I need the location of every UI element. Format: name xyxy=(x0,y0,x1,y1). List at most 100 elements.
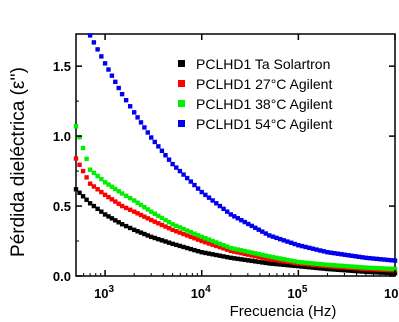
data-point xyxy=(166,226,172,231)
data-point xyxy=(285,257,290,263)
y-axis-title: Pérdida dieléctrica (ε'') xyxy=(8,67,29,257)
y-tick-label: 1.5 xyxy=(53,59,71,74)
data-point xyxy=(159,148,165,154)
data-point xyxy=(170,161,175,167)
data-point xyxy=(389,266,394,272)
data-point xyxy=(378,257,383,262)
data-point xyxy=(123,223,129,229)
data-point xyxy=(232,249,237,254)
data-point xyxy=(116,201,121,207)
data-point xyxy=(156,236,161,242)
data-point xyxy=(152,219,157,224)
data-point xyxy=(246,221,251,227)
data-point xyxy=(353,254,358,259)
data-point xyxy=(127,225,133,231)
x-tick-label: 106 xyxy=(384,284,399,301)
data-point xyxy=(246,258,251,263)
data-point xyxy=(188,234,194,240)
data-point xyxy=(116,189,121,194)
data-point xyxy=(296,259,301,265)
data-point xyxy=(310,246,316,251)
data-point xyxy=(288,263,294,268)
data-point xyxy=(145,130,150,135)
plot-frame xyxy=(75,33,396,277)
data-point xyxy=(127,104,133,109)
data-point xyxy=(184,233,190,238)
data-point xyxy=(99,54,104,59)
data-point xyxy=(242,248,248,254)
data-point xyxy=(385,270,390,276)
data-point xyxy=(228,255,234,261)
data-point xyxy=(299,264,305,269)
data-point xyxy=(232,256,237,261)
data-point xyxy=(199,238,204,244)
data-point xyxy=(106,194,111,200)
data-point xyxy=(332,267,337,272)
data-point xyxy=(260,255,265,260)
data-point xyxy=(217,241,223,247)
legend-marker xyxy=(178,120,185,127)
x-tick-label: 103 xyxy=(94,284,114,301)
data-point xyxy=(159,215,165,221)
data-point xyxy=(253,259,258,264)
data-point xyxy=(249,223,254,229)
data-point xyxy=(119,191,125,196)
data-point xyxy=(119,91,125,97)
data-point xyxy=(73,124,79,129)
data-point xyxy=(102,61,108,66)
data-point xyxy=(170,227,175,233)
data-point xyxy=(277,262,283,267)
series-1 xyxy=(73,187,398,276)
data-point xyxy=(307,260,312,266)
data-point xyxy=(116,220,121,225)
y-tick-label: 1.0 xyxy=(53,129,71,144)
data-point xyxy=(342,252,348,257)
data-point xyxy=(339,252,344,257)
data-point xyxy=(73,187,79,192)
data-point xyxy=(228,212,234,217)
data-point xyxy=(360,265,365,270)
data-point xyxy=(99,189,104,195)
data-point xyxy=(181,172,186,177)
data-point xyxy=(281,257,287,262)
data-point xyxy=(138,230,144,235)
data-point xyxy=(332,263,337,268)
data-point xyxy=(99,176,104,182)
data-point xyxy=(91,184,97,189)
data-point xyxy=(195,233,201,238)
data-point xyxy=(174,229,179,234)
data-point xyxy=(239,248,244,253)
data-point xyxy=(256,254,261,260)
data-point xyxy=(84,156,89,162)
data-point xyxy=(73,156,79,161)
data-point xyxy=(270,254,276,260)
data-point xyxy=(370,265,376,271)
data-point xyxy=(232,214,237,219)
data-point xyxy=(277,236,283,242)
data-point xyxy=(349,268,355,273)
data-point xyxy=(177,243,183,249)
data-point xyxy=(159,222,165,228)
data-point xyxy=(314,261,319,266)
data-point xyxy=(77,190,82,195)
data-point xyxy=(156,221,161,226)
data-point xyxy=(389,258,394,263)
data-point xyxy=(221,206,226,212)
data-point xyxy=(106,67,111,72)
data-point xyxy=(385,266,390,271)
data-point xyxy=(281,238,287,243)
data-point xyxy=(142,214,147,219)
data-point xyxy=(95,47,100,52)
data-point xyxy=(314,247,319,252)
data-point xyxy=(381,257,387,262)
data-point xyxy=(206,241,212,246)
data-point xyxy=(256,251,261,257)
data-point xyxy=(170,222,175,227)
data-point xyxy=(228,248,234,254)
data-point xyxy=(91,203,97,209)
data-point xyxy=(239,217,244,223)
data-point xyxy=(192,247,197,253)
data-point xyxy=(221,254,226,259)
data-point xyxy=(321,266,327,271)
data-point xyxy=(363,265,369,270)
